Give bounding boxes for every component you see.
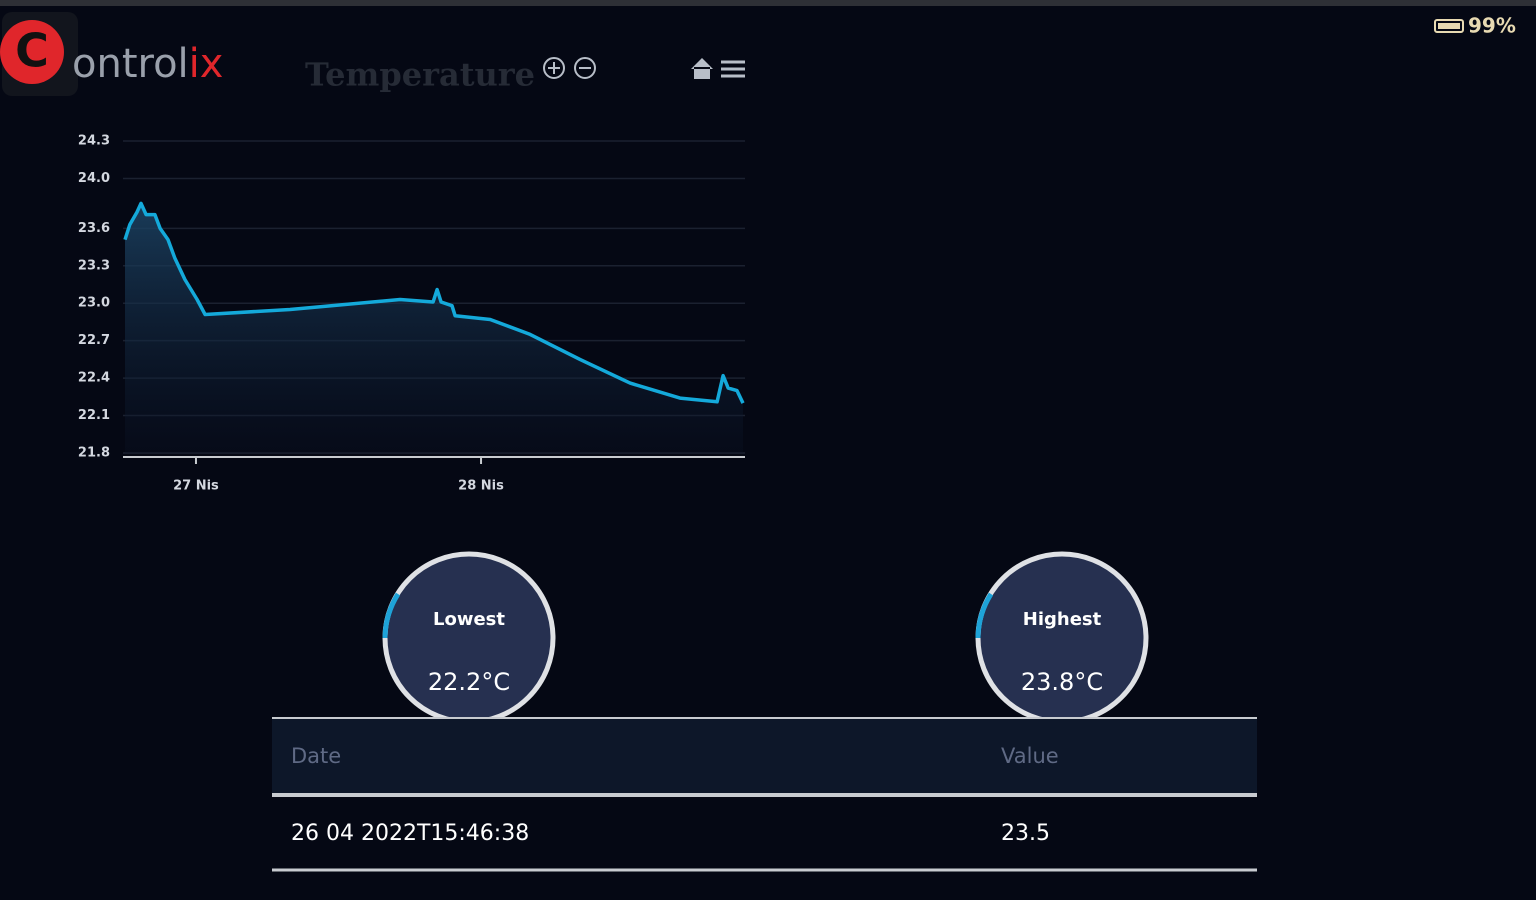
gauge-label: Lowest [433, 609, 505, 630]
menu-button[interactable] [721, 60, 745, 78]
table-cell: 23.5 [1001, 821, 1050, 846]
gauge-value: 23.8°C [1021, 668, 1103, 696]
battery-level [1438, 23, 1460, 29]
x-tick-label: 27 Nis [173, 479, 219, 494]
area [125, 203, 743, 453]
y-tick-label: 23.3 [78, 258, 110, 273]
battery-text: 99% [1468, 14, 1516, 38]
line [123, 201, 745, 404]
y-tick-label: 22.1 [78, 408, 110, 423]
table-header: Value [1001, 744, 1059, 768]
table: Date Value 26 04 2022T15:46:38 23.5 [272, 717, 1257, 872]
gauge-arc [975, 592, 994, 639]
y-tick-label: 24.3 [78, 134, 110, 149]
logo-circle [0, 20, 64, 84]
gauge-ring [975, 551, 1149, 725]
y-tick-label: 23.0 [78, 296, 110, 311]
home-button[interactable] [691, 58, 713, 79]
logo-text: ontrolix [72, 41, 223, 87]
toolbar [543, 57, 745, 79]
y-tick-label: 24.0 [78, 171, 110, 186]
y-tick-label: 22.7 [78, 333, 110, 348]
zoom-out[interactable] [574, 57, 596, 79]
table-header-bg [272, 718, 1257, 795]
logo: C ontrolix [0, 12, 223, 96]
table-header: Date [291, 744, 341, 768]
gauge-highest: Highest 23.8°C [975, 551, 1149, 725]
page-title: Temperature [305, 56, 535, 94]
table-cell: 26 04 2022T15:46:38 [291, 821, 529, 846]
gauge-arc [382, 592, 401, 639]
x-tick-label: 28 Nis [458, 479, 504, 494]
gauge-ring [382, 551, 556, 725]
y-tick-label: 21.8 [78, 446, 110, 461]
gauge-label: Highest [1023, 609, 1102, 630]
logo-main: ontrol [72, 41, 189, 87]
top-bar [0, 0, 1536, 6]
y-tick-label: 22.4 [78, 371, 110, 386]
battery-icon [1434, 19, 1464, 33]
zoom-in[interactable] [543, 57, 565, 79]
gauge-lowest: Lowest 22.2°C [382, 551, 556, 725]
gauge-value: 22.2°C [428, 668, 510, 696]
y-tick-label: 23.6 [78, 221, 110, 236]
chart: 21.8 22.1 22.4 22.7 23.0 23.3 23.6 24.0 24.3 27 N… [78, 134, 745, 494]
logo-accent: ix [189, 41, 224, 87]
logo-letter: C [15, 24, 49, 78]
